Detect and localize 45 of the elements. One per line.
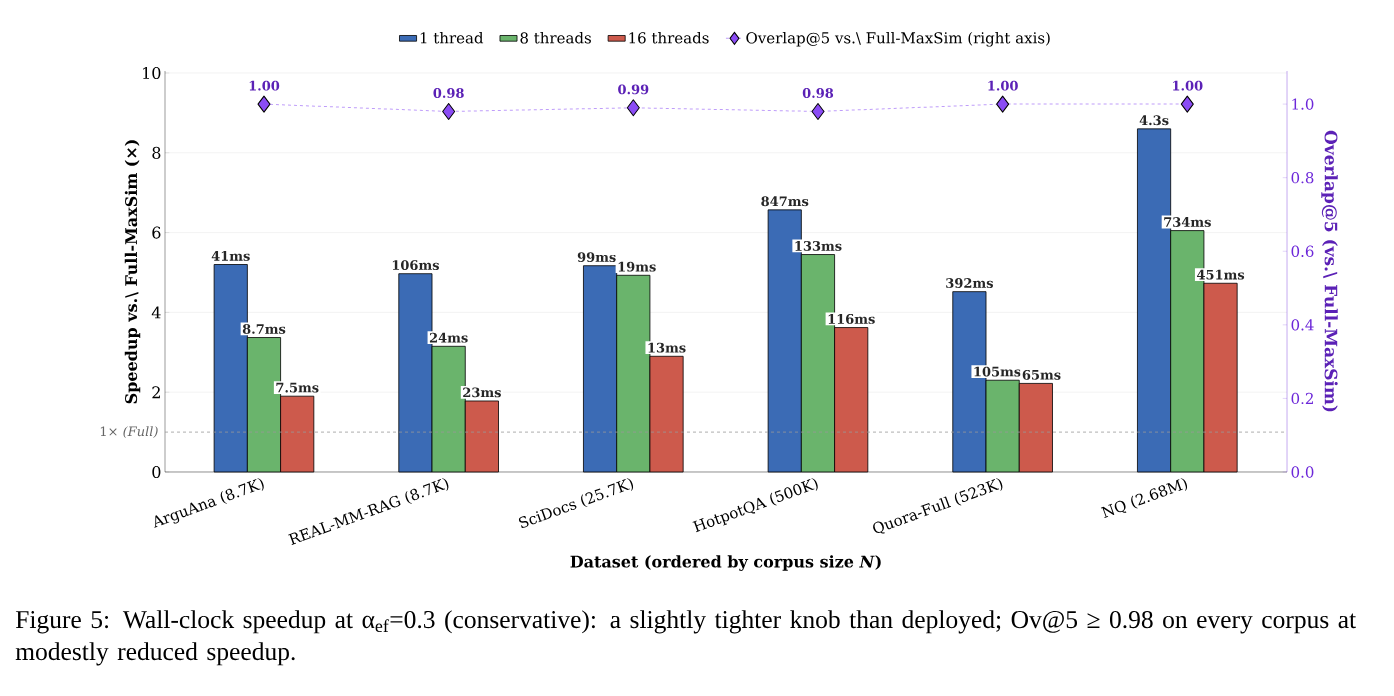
y-tick-label: 0 xyxy=(152,465,161,479)
y-tick-label: 6 xyxy=(152,226,161,239)
annotation: 734ms xyxy=(1164,217,1211,227)
data-label: 0.98 xyxy=(802,88,834,98)
y2-tick-label: 0.4 xyxy=(1291,319,1314,331)
legend-label: 8 threads xyxy=(520,31,591,44)
annotation: 41ms xyxy=(211,250,250,261)
annotation: 116ms xyxy=(828,314,875,324)
data-label: 1.00 xyxy=(1173,80,1203,91)
annotation: 13ms xyxy=(648,342,686,353)
annotation: 24ms xyxy=(429,332,468,343)
annotation: 392ms xyxy=(946,278,993,288)
annotation: 133ms xyxy=(795,241,842,251)
annotation: 451ms xyxy=(1196,269,1245,280)
y-tick-label: 10 xyxy=(143,66,161,80)
data-label: 1.00 xyxy=(988,80,1018,91)
y2-axis-title: Overlap@5 (vs.\ Full-MaxSim) xyxy=(1321,130,1338,412)
text: Figure 5: Wall-clock speedup at α$_{ef}$=0.3 (conservative): a slightly tighter knob than deployed; Ov@5 ≥ 0.98 on every corpus at modestly reduced speedup. xyxy=(15,610,1356,666)
data-label: 0.98 xyxy=(433,88,464,98)
y2-tick-label: 0.0 xyxy=(1291,466,1314,478)
legend-label: 1 thread xyxy=(420,31,484,44)
y-axis-title: Speedup vs.\ Full-MaxSim (×) xyxy=(124,140,141,404)
ref-line-label: 1× (Full) xyxy=(100,426,158,439)
annotation: 847ms xyxy=(761,196,809,207)
data-label: 1.00 xyxy=(249,80,280,91)
x-axis-title: Dataset (ordered by corpus size N) xyxy=(570,555,881,571)
annotation: 19ms xyxy=(618,261,656,272)
y2-tick-label: 0.6 xyxy=(1291,245,1314,257)
annotation: 7.5ms xyxy=(276,382,319,393)
annotation: 8.7ms xyxy=(242,324,286,334)
y-tick-label: 8 xyxy=(152,146,161,159)
y2-tick-label: 0.2 xyxy=(1291,392,1313,405)
y2-tick-label: 1.0 xyxy=(1292,98,1314,110)
annotation: 65ms xyxy=(1022,369,1061,380)
legend-label: 16 threads xyxy=(629,31,709,44)
data-label: 0.99 xyxy=(618,84,649,95)
annotation: 99ms xyxy=(577,252,616,263)
legend-label: Overlap@5 vs.\ Full-MaxSim (right axis) xyxy=(746,31,1050,47)
annotation: 105ms xyxy=(974,366,1021,377)
y2-tick-label: 0.8 xyxy=(1291,172,1314,184)
annotation: 4.3s xyxy=(1139,115,1169,126)
y-tick-label: 2 xyxy=(152,386,160,399)
annotation: 23ms xyxy=(463,387,501,398)
y-tick-label: 4 xyxy=(151,306,161,319)
annotation: 106ms xyxy=(392,260,439,270)
